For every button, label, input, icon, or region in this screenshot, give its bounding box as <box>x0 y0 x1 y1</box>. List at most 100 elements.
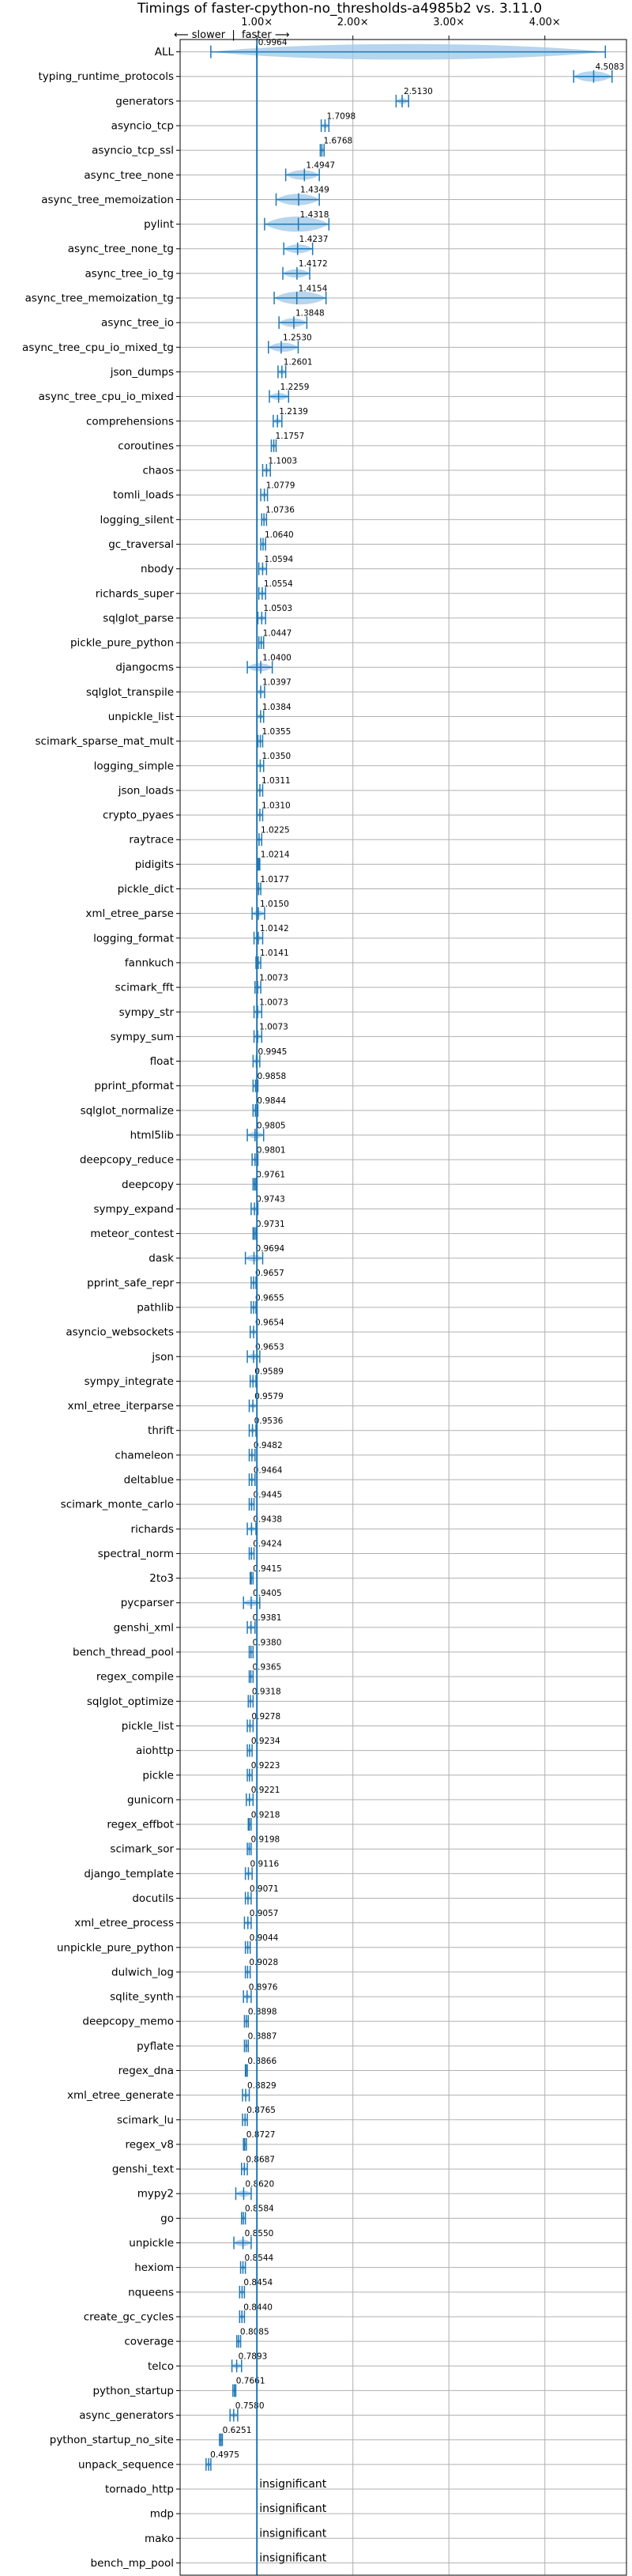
category-label: asyncio_tcp <box>111 120 174 133</box>
value-label: 1.0311 <box>261 776 291 786</box>
value-label: 0.8584 <box>245 2204 274 2214</box>
category-label: mako <box>145 2533 174 2545</box>
category-label: sqlglot_normalize <box>81 1104 174 1117</box>
value-label: 1.0073 <box>259 973 288 983</box>
value-label: 0.9116 <box>250 1860 279 1869</box>
category-label: async_tree_cpu_io_mixed <box>39 390 174 403</box>
category-label: logging_format <box>93 932 174 945</box>
category-label: coverage <box>124 2336 174 2348</box>
category-label: unpickle_list <box>108 711 174 723</box>
value-label: 1.0503 <box>263 604 292 613</box>
category-label: regex_effbot <box>107 1819 174 1831</box>
x-tick-label: 1.00× <box>241 17 273 28</box>
category-label: sqlglot_parse <box>103 612 174 624</box>
value-label: 1.2601 <box>284 358 313 368</box>
value-label: 0.8544 <box>245 2254 274 2263</box>
category-label: unpack_sequence <box>78 2458 174 2471</box>
category-label: deltablue <box>124 1474 174 1487</box>
value-label: 0.9044 <box>250 1933 279 1943</box>
value-label: 1.3848 <box>295 308 325 318</box>
value-label: 0.9381 <box>253 1613 282 1623</box>
value-label: 0.8440 <box>243 2303 273 2312</box>
value-label: 0.9655 <box>255 1293 284 1303</box>
value-label: 1.4172 <box>299 259 328 269</box>
value-label: 0.9415 <box>253 1564 282 1574</box>
value-label: 0.9380 <box>253 1638 282 1647</box>
category-label: sympy_sum <box>111 1031 174 1043</box>
value-label: 1.1003 <box>268 456 297 466</box>
value-label: 0.8866 <box>247 2057 276 2066</box>
category-label: bench_thread_pool <box>73 1646 174 1659</box>
category-label: async_tree_none_tg <box>68 243 174 255</box>
category-label: djangocms <box>115 662 174 674</box>
category-label: sympy_expand <box>93 1203 174 1216</box>
category-label: regex_dna <box>118 2065 174 2077</box>
category-label: python_startup <box>92 2385 174 2397</box>
category-label: telco <box>148 2360 174 2373</box>
value-label: 0.6251 <box>223 2426 252 2435</box>
x-axis-ticks: 1.00× 2.00× 3.00× 4.00× ALL typing_runtime_pr… <box>22 17 561 2570</box>
value-label: 0.9438 <box>253 1515 282 1525</box>
category-label: regex_v8 <box>125 2138 174 2151</box>
category-label: django_template <box>84 1868 174 1880</box>
value-label: 1.0073 <box>259 998 288 1008</box>
value-label: 0.7580 <box>235 2401 265 2411</box>
category-label: fannkuch <box>125 956 174 969</box>
value-label: 0.7893 <box>239 2352 268 2362</box>
value-label: 0.8898 <box>248 2008 277 2017</box>
value-label: 1.0073 <box>259 1023 288 1032</box>
value-label: 0.8687 <box>246 2155 275 2164</box>
value-label: 1.0142 <box>260 924 289 933</box>
category-label: xml_etree_parse <box>85 907 174 920</box>
value-label: 0.9536 <box>254 1416 284 1426</box>
category-label: pprint_safe_repr <box>87 1277 174 1289</box>
value-label: 1.0736 <box>265 506 295 515</box>
x-tick-label: 3.00× <box>433 17 465 28</box>
category-label: asyncio_websockets <box>66 1326 174 1339</box>
category-label: pidigits <box>135 858 174 871</box>
value-label: 0.9198 <box>250 1835 280 1844</box>
category-label: async_tree_memoization_tg <box>25 292 174 305</box>
category-label: pathlib <box>137 1302 174 1314</box>
x-tick-label: 2.00× <box>337 17 369 28</box>
category-label: async_generators <box>79 2409 174 2422</box>
category-label: pickle_dict <box>118 883 174 896</box>
value-label: 0.9761 <box>256 1171 285 1180</box>
category-label: ALL <box>155 46 175 58</box>
category-label: unpickle <box>129 2237 174 2250</box>
value-label: 1.2139 <box>279 407 308 417</box>
value-label: 0.8454 <box>243 2278 273 2287</box>
category-label: pickle_list <box>122 1720 174 1733</box>
category-label: tomli_loads <box>113 489 174 502</box>
value-label: 1.0177 <box>260 875 289 884</box>
value-label: 1.0150 <box>260 900 289 909</box>
category-label: logging_silent <box>100 514 174 526</box>
value-label: 1.0397 <box>262 678 292 688</box>
value-label: 1.1757 <box>276 432 305 441</box>
value-label: 1.0310 <box>261 801 291 810</box>
category-label: raytrace <box>129 834 174 847</box>
value-label: 0.8829 <box>247 2081 276 2091</box>
category-label: deepcopy_memo <box>82 2016 174 2028</box>
value-label: 0.9218 <box>251 1810 280 1820</box>
value-label: 0.9657 <box>255 1269 284 1278</box>
value-label: 0.7661 <box>236 2377 265 2386</box>
category-label: meteor_contest <box>90 1228 174 1240</box>
category-label: chameleon <box>115 1449 174 1461</box>
insignificant-label: insignificant <box>259 2478 327 2491</box>
value-label: 1.4154 <box>299 284 328 293</box>
category-label: sympy_integrate <box>85 1375 174 1388</box>
value-label: 1.0400 <box>262 653 292 662</box>
value-label: 0.9579 <box>254 1392 284 1401</box>
value-label: 0.8620 <box>245 2180 274 2189</box>
category-label: bench_mp_pool <box>91 2557 174 2570</box>
category-label: sqlite_synth <box>110 1991 174 2004</box>
category-label: hexiom <box>134 2261 174 2274</box>
value-label: 0.8887 <box>248 2032 277 2042</box>
category-label: scimark_sor <box>110 1843 174 1856</box>
value-label: 1.0350 <box>261 752 291 761</box>
value-label: 0.9424 <box>253 1540 282 1549</box>
value-label: 1.0355 <box>262 727 292 737</box>
category-label: mypy2 <box>137 2188 174 2201</box>
